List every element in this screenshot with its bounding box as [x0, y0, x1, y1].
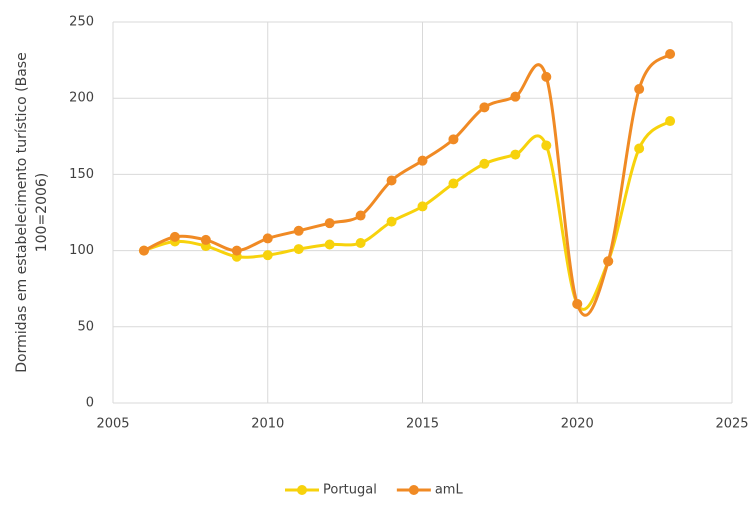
data-point	[138, 245, 149, 256]
y-tick-label: 0	[86, 396, 94, 411]
data-point	[262, 250, 273, 261]
legend-label: Portugal	[323, 483, 377, 498]
data-point	[665, 116, 676, 127]
data-point	[417, 155, 428, 166]
y-tick-label: 150	[69, 167, 94, 182]
y-tick-label: 200	[69, 91, 94, 106]
data-point	[417, 201, 428, 212]
data-point	[572, 298, 583, 309]
data-point	[541, 71, 552, 82]
data-point	[293, 225, 304, 236]
x-tick-label: 2025	[715, 417, 748, 432]
legend-marker	[297, 485, 307, 495]
series-line	[143, 52, 672, 317]
data-point	[634, 143, 645, 154]
y-axis-label: 100=2006)	[34, 173, 50, 253]
data-point	[355, 237, 366, 248]
data-point	[200, 234, 211, 245]
data-point	[448, 134, 459, 145]
series-line	[143, 119, 672, 311]
y-axis-label: Dormidas em estabelecimento turístico (B…	[14, 52, 30, 372]
data-point	[324, 218, 335, 229]
x-tick-label: 2005	[96, 417, 129, 432]
data-point	[541, 140, 552, 151]
data-point	[324, 239, 335, 250]
data-point	[603, 256, 614, 267]
y-tick-label: 250	[69, 15, 94, 30]
data-point	[479, 102, 490, 113]
data-point	[386, 216, 397, 227]
y-tick-label: 50	[77, 319, 94, 334]
data-point	[231, 245, 242, 256]
x-tick-label: 2015	[406, 417, 439, 432]
data-point	[448, 178, 459, 189]
x-tick-label: 2010	[251, 417, 284, 432]
data-point	[355, 210, 366, 221]
data-point	[510, 149, 521, 160]
data-point	[665, 49, 676, 60]
data-point	[293, 244, 304, 255]
data-point	[634, 84, 645, 95]
data-point	[386, 175, 397, 186]
data-point	[510, 91, 521, 102]
legend-label: amL	[435, 483, 464, 498]
data-point	[262, 233, 273, 244]
legend-marker	[408, 485, 419, 495]
data-point	[479, 158, 490, 169]
data-point	[169, 231, 180, 242]
y-tick-label: 100	[69, 243, 94, 258]
x-tick-label: 2020	[561, 417, 594, 432]
